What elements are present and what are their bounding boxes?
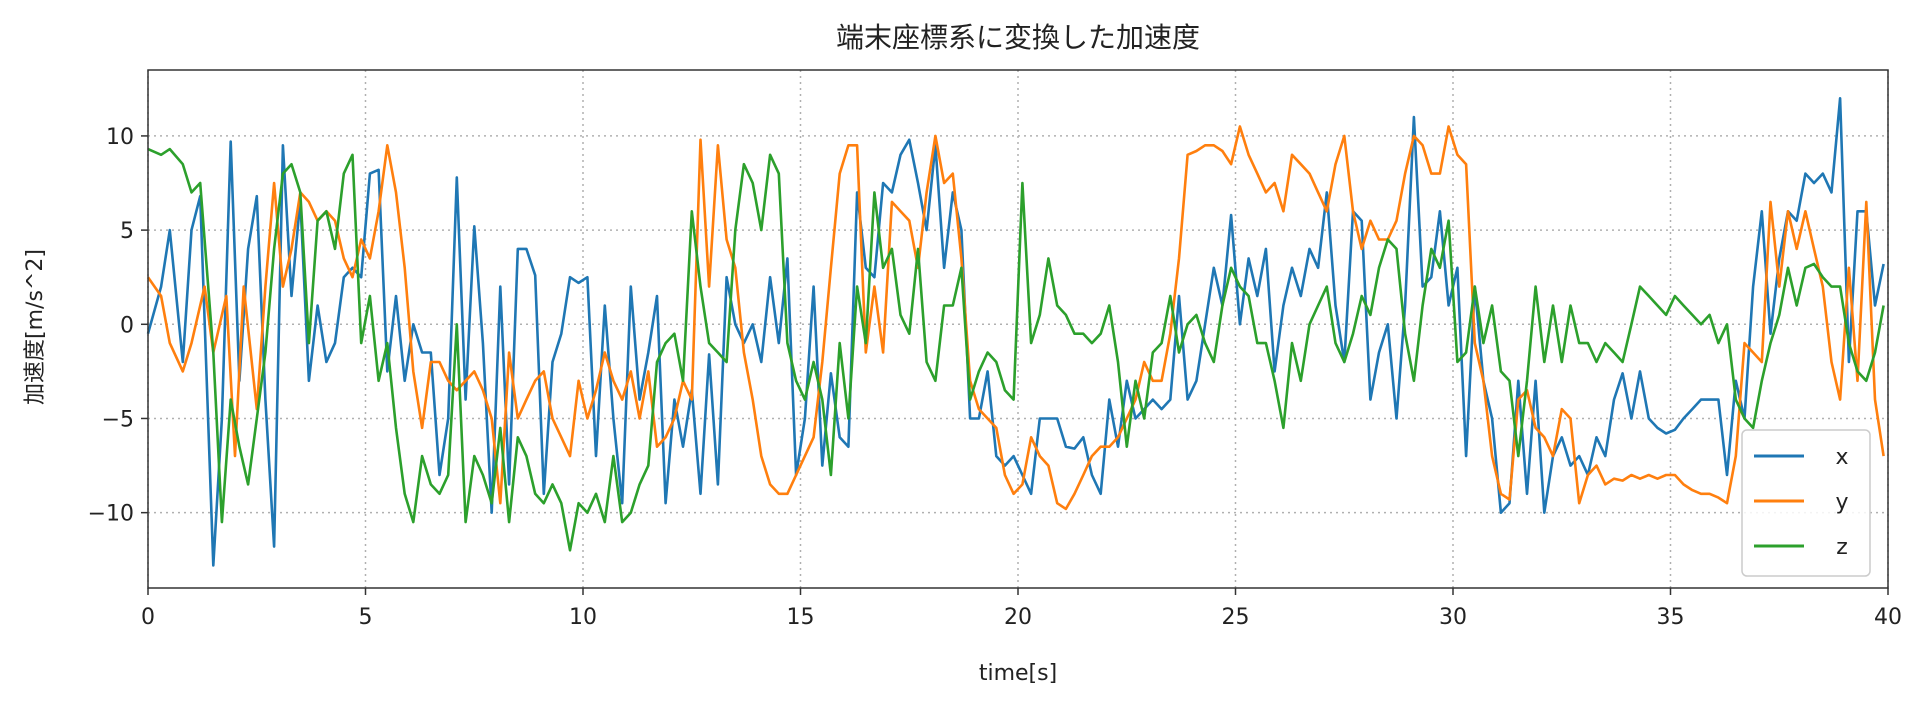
- y-tick-label: −5: [102, 407, 134, 432]
- grid-lines: [147, 70, 1889, 588]
- chart-title: 端末座標系に変換した加速度: [836, 21, 1200, 54]
- x-tick-label: 5: [359, 605, 373, 630]
- x-axis-label: time[s]: [979, 661, 1057, 686]
- series-line-x: [146, 97, 1885, 567]
- x-tick-label: 35: [1657, 605, 1685, 630]
- x-tick-label: 15: [787, 605, 815, 630]
- series-line-z: [147, 147, 1885, 552]
- y-tick-label: 10: [106, 125, 134, 150]
- series-layer: [146, 97, 1885, 567]
- x-tick-label: 40: [1874, 605, 1902, 630]
- legend-box: [1741, 429, 1871, 577]
- legend-label-x: x: [1835, 445, 1848, 470]
- x-tick-label: 0: [141, 605, 155, 630]
- axis-ticks: 0 5 10 15 20 25 30 35 40 −10 −5 0 5 10: [88, 125, 1902, 630]
- legend: xyz: [1741, 429, 1871, 577]
- y-axis-label: 加速度[m/s^2]: [23, 249, 48, 405]
- series-line-y: [146, 125, 1885, 511]
- legend-label-z: z: [1836, 535, 1848, 560]
- legend-label-y: y: [1835, 490, 1848, 515]
- y-tick-label: 5: [120, 219, 134, 244]
- x-tick-label: 25: [1222, 605, 1250, 630]
- y-tick-label: −10: [88, 502, 134, 527]
- x-tick-label: 10: [569, 605, 597, 630]
- x-tick-label: 30: [1439, 605, 1467, 630]
- x-tick-label: 20: [1004, 605, 1032, 630]
- y-tick-label: 0: [120, 313, 134, 338]
